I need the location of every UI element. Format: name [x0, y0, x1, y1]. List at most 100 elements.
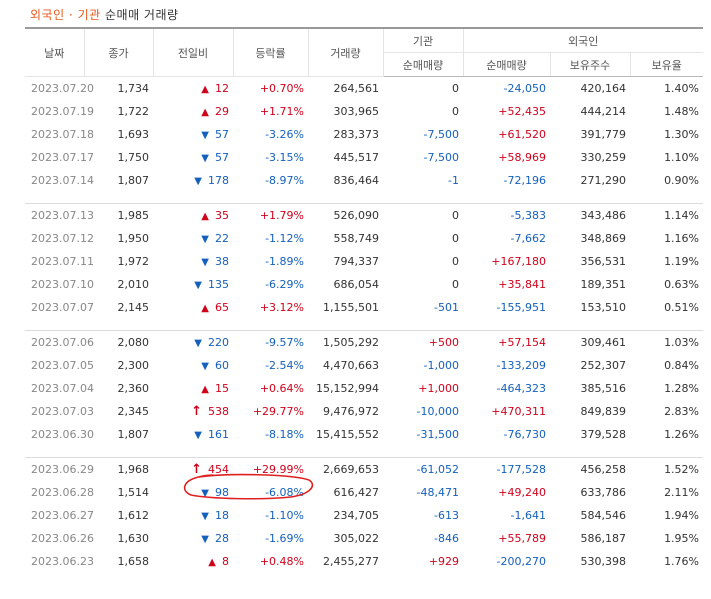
cell-date-value: 2023.06.29 — [31, 463, 94, 476]
cell-foreign-holding-value: 391,779 — [580, 128, 627, 141]
cell-rate: -8.97% — [233, 169, 308, 192]
cell-date: 2023.07.10 — [25, 273, 94, 296]
cell-foreign-holding-value: 343,486 — [580, 209, 627, 222]
cell-rate-value: -6.08% — [265, 486, 304, 499]
cell-foreign-holding-value: 356,531 — [580, 255, 627, 268]
cell-change: ▼ 22 — [153, 227, 233, 250]
table-row: 2023.06.26 1,630 ▼ 28 -1.69% 305,022 -846 +55,7… — [25, 527, 703, 550]
cell-volume: 264,561 — [308, 77, 383, 101]
cell-rate: -9.57% — [233, 330, 308, 354]
title-foreign-inst: 외국인 · 기관 — [30, 8, 101, 22]
triangle-down-icon: ▼ — [201, 153, 209, 164]
cell-foreign-net: -133,209 — [463, 354, 550, 377]
cell-change-value: 38 — [215, 255, 229, 268]
cell-change: ▲ 15 — [153, 377, 233, 400]
cell-rate-value: -8.18% — [265, 428, 304, 441]
cell-date: 2023.07.19 — [25, 100, 94, 123]
header-close: 종가 — [83, 28, 153, 77]
cell-foreign-holding: 309,461 — [550, 330, 630, 354]
cell-foreign-holding: 456,258 — [550, 457, 630, 481]
cell-close-value: 2,300 — [117, 359, 150, 372]
cell-foreign-ratio: 1.16% — [630, 227, 703, 250]
cell-date-value: 2023.06.30 — [31, 428, 94, 441]
cell-change-value: 18 — [215, 509, 229, 522]
cell-rate: +29.99% — [233, 457, 308, 481]
cell-foreign-holding-value: 153,510 — [580, 301, 627, 314]
cell-foreign-net-value: -5,383 — [510, 209, 546, 222]
cell-foreign-ratio-value: 0.51% — [664, 301, 700, 314]
cell-date-value: 2023.07.11 — [31, 255, 94, 268]
cell-volume-value: 2,455,277 — [323, 555, 379, 568]
cell-close-value: 1,950 — [117, 232, 150, 245]
cell-foreign-holding-value: 348,869 — [580, 232, 627, 245]
cell-rate: -1.89% — [233, 250, 308, 273]
cell-foreign-holding: 444,214 — [550, 100, 630, 123]
cell-rate-value: +0.70% — [259, 82, 304, 95]
header-foreign-holding: 보유주수 — [549, 52, 630, 77]
cell-rate-value: -1.10% — [265, 509, 304, 522]
cell-date-value: 2023.07.03 — [31, 405, 94, 418]
cell-date: 2023.07.13 — [25, 203, 94, 227]
cell-date: 2023.07.14 — [25, 169, 94, 192]
cell-foreign-holding-value: 330,259 — [580, 151, 627, 164]
cell-volume: 303,965 — [308, 100, 383, 123]
cell-foreign-net-value: +57,154 — [498, 336, 546, 349]
triangle-down-icon: ▼ — [201, 511, 209, 522]
cell-inst-net-value: +500 — [428, 336, 459, 349]
cell-change: ↑ 538 — [153, 400, 233, 423]
cell-rate: +29.77% — [233, 400, 308, 423]
cell-change-value: 15 — [215, 382, 229, 395]
cell-foreign-ratio-value: 1.48% — [664, 105, 700, 118]
cell-date-value: 2023.07.14 — [31, 174, 94, 187]
cell-date-value: 2023.07.05 — [31, 359, 94, 372]
cell-close-value: 2,360 — [117, 382, 150, 395]
cell-date: 2023.06.30 — [25, 423, 94, 446]
cell-change: ▼ 178 — [153, 169, 233, 192]
cell-inst-net: -7,500 — [383, 146, 463, 169]
cell-foreign-ratio-value: 1.16% — [664, 232, 700, 245]
cell-foreign-net: +61,520 — [463, 123, 550, 146]
cell-volume-value: 264,561 — [333, 82, 380, 95]
cell-inst-net: -7,500 — [383, 123, 463, 146]
cell-foreign-holding-value: 586,187 — [580, 532, 627, 545]
cell-rate: -2.54% — [233, 354, 308, 377]
cell-foreign-net-value: -200,270 — [496, 555, 546, 568]
cell-close: 2,360 — [84, 377, 153, 400]
cell-foreign-ratio: 1.10% — [630, 146, 703, 169]
cell-foreign-net-value: -133,209 — [496, 359, 546, 372]
cell-date: 2023.07.12 — [25, 227, 94, 250]
cell-date: 2023.06.23 — [25, 550, 94, 573]
cell-volume-value: 234,705 — [333, 509, 380, 522]
cell-date: 2023.06.26 — [25, 527, 94, 550]
cell-close: 1,950 — [84, 227, 153, 250]
cell-inst-net-value: -7,500 — [423, 128, 459, 141]
cell-foreign-ratio-value: 0.84% — [664, 359, 700, 372]
cell-volume-value: 283,373 — [333, 128, 380, 141]
cell-foreign-net-value: +470,311 — [491, 405, 546, 418]
cell-inst-net: 0 — [383, 100, 463, 123]
cell-foreign-holding: 420,164 — [550, 77, 630, 101]
cell-rate: +0.64% — [233, 377, 308, 400]
cell-close-value: 2,010 — [117, 278, 150, 291]
header-foreign-ratio: 보유율 — [629, 52, 704, 77]
triangle-up-icon: ▲ — [208, 557, 216, 568]
cell-foreign-holding: 343,486 — [550, 203, 630, 227]
cell-foreign-holding: 330,259 — [550, 146, 630, 169]
cell-close-value: 1,968 — [117, 463, 150, 476]
cell-foreign-net: +57,154 — [463, 330, 550, 354]
cell-inst-net-value: -1 — [448, 174, 459, 187]
cell-rate: -1.10% — [233, 504, 308, 527]
cell-inst-net-value: -31,500 — [416, 428, 459, 441]
cell-foreign-net: -24,050 — [463, 77, 550, 101]
cell-foreign-holding: 189,351 — [550, 273, 630, 296]
cell-foreign-net-value: +52,435 — [498, 105, 546, 118]
title-net-trade: 순매매 거래량 — [104, 8, 179, 22]
cell-foreign-ratio-value: 2.11% — [664, 486, 700, 499]
cell-close: 1,807 — [84, 423, 153, 446]
cell-rate: -1.69% — [233, 527, 308, 550]
cell-volume-value: 836,464 — [333, 174, 380, 187]
cell-foreign-holding: 252,307 — [550, 354, 630, 377]
cell-inst-net-value: 0 — [452, 255, 459, 268]
cell-close-value: 1,693 — [117, 128, 150, 141]
cell-rate: +3.12% — [233, 296, 308, 319]
